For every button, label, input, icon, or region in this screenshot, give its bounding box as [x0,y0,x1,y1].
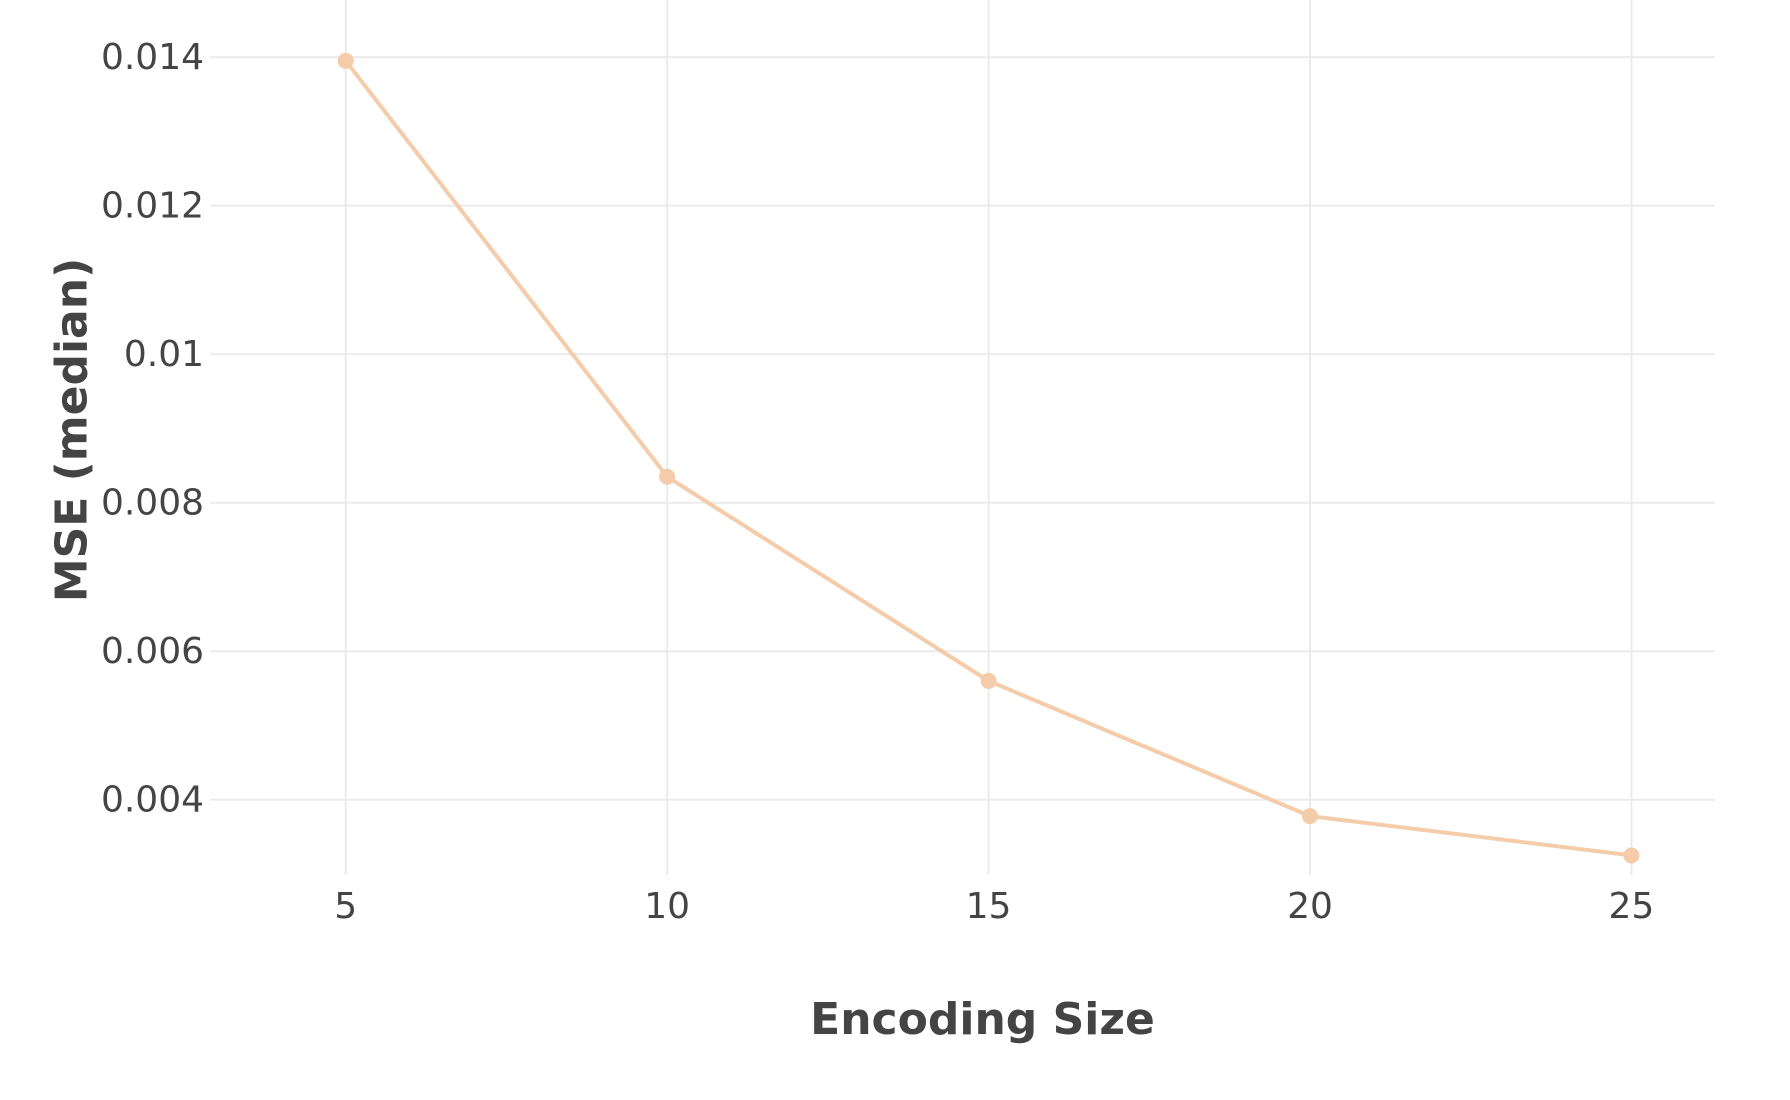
grid [210,0,1715,875]
y-tick-label: 0.006 [101,631,204,672]
y-tick-label: 0.008 [101,483,204,524]
x-tick-label: 15 [966,886,1012,927]
y-axis-ticks: 0.004 0.006 0.008 0.01 0.012 0.014 [101,37,204,821]
data-point[interactable] [337,52,354,69]
x-tick-label: 20 [1287,886,1333,927]
y-tick-label: 0.004 [101,780,204,821]
x-tick-label: 5 [334,886,357,927]
data-point[interactable] [1623,847,1640,864]
series-layer [337,52,1640,864]
data-point[interactable] [1302,808,1318,825]
x-axis-title: Encoding Size [810,994,1155,1045]
data-point[interactable] [980,672,997,689]
y-axis-title: MSE (median) [47,258,98,602]
x-axis-ticks: 5 10 15 20 25 [334,886,1654,927]
y-tick-label: 0.01 [124,334,204,375]
data-point[interactable] [659,468,676,485]
x-tick-label: 10 [644,886,690,927]
y-tick-label: 0.012 [101,186,204,227]
y-tick-label: 0.014 [101,37,204,78]
x-tick-label: 25 [1609,886,1655,927]
